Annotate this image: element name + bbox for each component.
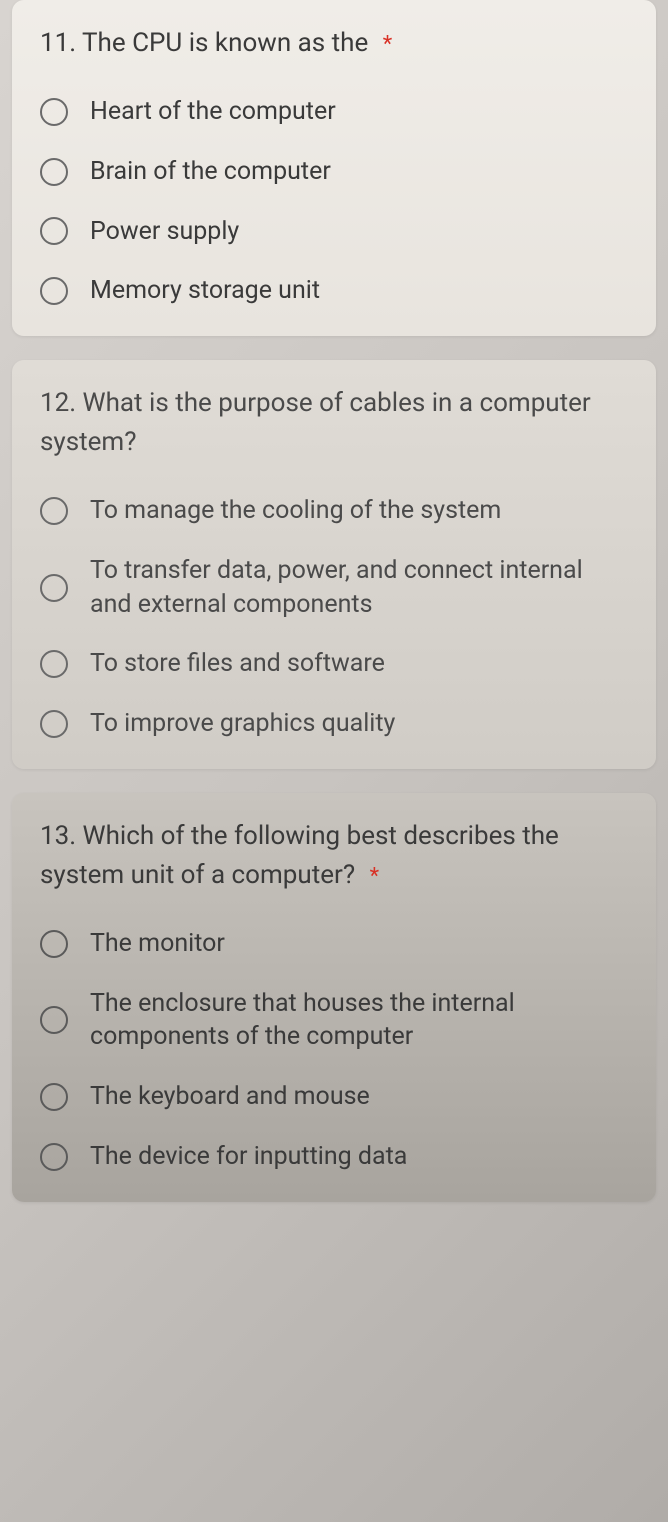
radio-option[interactable]: Memory storage unit [40,274,628,308]
required-indicator: * [383,32,392,57]
option-label: Heart of the computer [90,95,336,129]
question-label: 12. What is the purpose of cables in a c… [40,388,591,457]
option-label: The enclosure that houses the internal c… [90,987,628,1055]
radio-icon [40,650,68,678]
radio-option[interactable]: Heart of the computer [40,95,628,129]
required-indicator: * [370,864,379,889]
radio-option[interactable]: The enclosure that houses the internal c… [40,987,628,1055]
radio-icon [40,574,68,602]
option-label: To transfer data, power, and connect int… [90,554,628,622]
radio-icon [40,158,68,186]
question-text: 12. What is the purpose of cables in a c… [40,384,628,462]
question-card-11: 11. The CPU is known as the * Heart of t… [12,0,656,336]
radio-icon [40,1006,68,1034]
option-label: To improve graphics quality [90,707,395,741]
option-label: The monitor [90,927,225,961]
radio-option[interactable]: The monitor [40,927,628,961]
radio-icon [40,1143,68,1171]
radio-icon [40,497,68,525]
radio-icon [40,277,68,305]
question-text: 11. The CPU is known as the * [40,24,628,63]
radio-option[interactable]: To transfer data, power, and connect int… [40,554,628,622]
question-label: 13. Which of the following best describe… [40,821,559,890]
radio-option[interactable]: Brain of the computer [40,155,628,189]
radio-icon [40,930,68,958]
option-label: To store files and software [90,647,385,681]
radio-option[interactable]: To store files and software [40,647,628,681]
radio-icon [40,1083,68,1111]
radio-icon [40,710,68,738]
radio-icon [40,217,68,245]
question-card-12: 12. What is the purpose of cables in a c… [12,360,656,769]
question-label: 11. The CPU is known as the [40,28,368,58]
radio-option[interactable]: Power supply [40,215,628,249]
option-label: Memory storage unit [90,274,320,308]
radio-icon [40,98,68,126]
radio-option[interactable]: To improve graphics quality [40,707,628,741]
option-label: The device for inputting data [90,1140,407,1174]
radio-option[interactable]: The keyboard and mouse [40,1080,628,1114]
option-label: Power supply [90,215,239,249]
radio-option[interactable]: To manage the cooling of the system [40,494,628,528]
question-card-13: 13. Which of the following best describe… [12,793,656,1202]
option-label: To manage the cooling of the system [90,494,501,528]
option-label: Brain of the computer [90,155,331,189]
question-text: 13. Which of the following best describe… [40,817,628,895]
option-label: The keyboard and mouse [90,1080,370,1114]
radio-option[interactable]: The device for inputting data [40,1140,628,1174]
